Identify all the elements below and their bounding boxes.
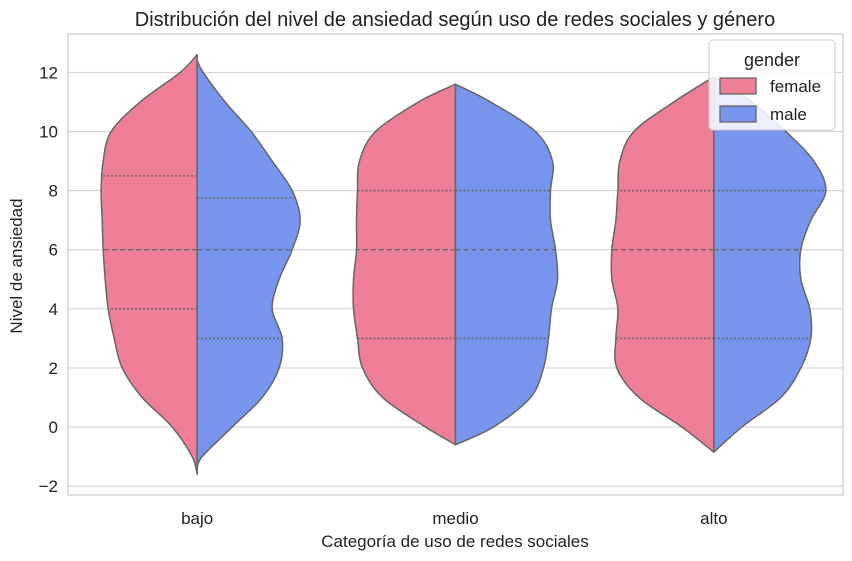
plot-frame xyxy=(67,33,844,496)
y-tick-label: 2 xyxy=(49,359,58,378)
y-tick-label: −2 xyxy=(39,477,58,496)
y-tick-label: 0 xyxy=(49,418,58,437)
legend-swatch-male xyxy=(719,105,757,123)
y-tick-label: 8 xyxy=(49,182,58,201)
y-tick-label: 12 xyxy=(39,63,58,82)
x-tick-labels: bajo medio alto xyxy=(181,509,727,528)
y-tick-label: 10 xyxy=(39,123,58,142)
x-axis-label: Categoría de uso de redes sociales xyxy=(321,532,588,551)
legend: gender female male xyxy=(708,39,836,131)
x-tick-label: alto xyxy=(700,509,727,528)
legend-label-female: female xyxy=(770,77,821,96)
y-tick-label: 6 xyxy=(49,241,58,260)
legend-swatch-female xyxy=(719,77,757,95)
violin-bajo-female xyxy=(100,53,198,476)
x-tick-label: medio xyxy=(432,509,478,528)
violin-alto-female xyxy=(610,76,715,453)
legend-label-male: male xyxy=(770,105,807,124)
y-tick-label: 4 xyxy=(49,300,58,319)
chart-title: Distribución del nivel de ansiedad según… xyxy=(135,9,775,31)
x-tick-label: bajo xyxy=(181,509,213,528)
y-axis-label: Nivel de ansiedad xyxy=(7,198,26,333)
violin-medio-male xyxy=(454,83,559,446)
violin-medio-female xyxy=(352,83,457,446)
legend-title: gender xyxy=(744,50,800,70)
violin-bajo-male xyxy=(196,59,301,470)
violins xyxy=(100,53,827,476)
violin-alto-male xyxy=(713,76,827,453)
y-tick-labels: −2 0 2 4 6 8 10 12 xyxy=(39,63,58,496)
